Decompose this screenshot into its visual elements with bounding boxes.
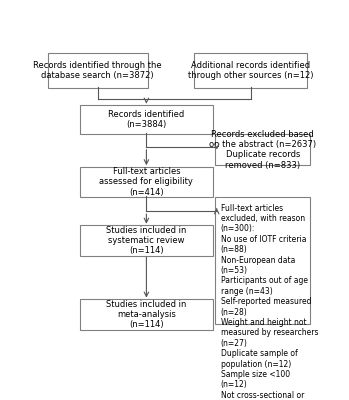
FancyBboxPatch shape — [80, 105, 213, 134]
FancyBboxPatch shape — [215, 197, 310, 324]
FancyBboxPatch shape — [80, 299, 213, 330]
FancyBboxPatch shape — [80, 225, 213, 256]
FancyBboxPatch shape — [48, 53, 148, 88]
Text: Records identified
(n=3884): Records identified (n=3884) — [108, 110, 185, 129]
FancyBboxPatch shape — [80, 166, 213, 197]
Text: Records identified through the
database search (n=3872): Records identified through the database … — [34, 61, 162, 80]
Text: Full-text articles
assessed for eligibility
(n=414): Full-text articles assessed for eligibil… — [99, 167, 193, 197]
Text: Studies included in
meta-analysis
(n=114): Studies included in meta-analysis (n=114… — [106, 300, 187, 329]
FancyBboxPatch shape — [194, 53, 307, 88]
Text: Additional records identified
through other sources (n=12): Additional records identified through ot… — [188, 61, 313, 80]
Text: Records excluded based
on the abstract (n=2637)
Duplicate records
removed (n=833: Records excluded based on the abstract (… — [209, 130, 316, 170]
Text: Studies included in
systematic review
(n=114): Studies included in systematic review (n… — [106, 226, 187, 256]
Text: Full-text articles
excluded, with reason
(n=300):
No use of IOTF criteria
(n=88): Full-text articles excluded, with reason… — [221, 204, 318, 400]
FancyBboxPatch shape — [215, 134, 310, 165]
